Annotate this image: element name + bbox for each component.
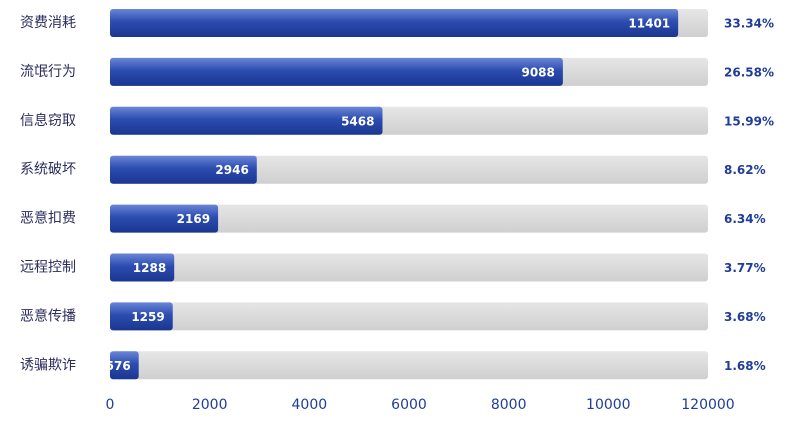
x-tick-label: 2000 (192, 397, 228, 413)
share-label: 3.77% (724, 261, 766, 275)
bar-track (110, 302, 708, 331)
x-tick-label: 4000 (292, 397, 328, 413)
value-label: 5468 (341, 114, 374, 128)
category-label: 诱骗欺诈 (20, 357, 76, 373)
value-label: 576 (106, 359, 131, 373)
bar-track (110, 204, 708, 233)
category-label: 系统破坏 (20, 162, 76, 178)
value-label: 1288 (133, 261, 166, 275)
bar (110, 204, 219, 233)
bar-track (110, 253, 708, 282)
category-label: 流氓行为 (20, 64, 76, 80)
category-label: 资费消耗 (20, 15, 76, 31)
share-label: 3.68% (724, 310, 766, 324)
category-label: 信息窃取 (20, 112, 76, 129)
bar (110, 57, 563, 86)
value-label: 1259 (131, 310, 164, 324)
x-tick-label: 120000 (681, 397, 734, 413)
bar (110, 351, 139, 380)
bar (110, 106, 383, 135)
category-label: 恶意传播 (20, 307, 76, 324)
value-label: 11401 (628, 17, 670, 31)
share-label: 26.58% (724, 65, 774, 79)
x-tick-label: 10000 (586, 397, 631, 413)
bar (110, 9, 679, 37)
share-label: 8.62% (724, 163, 766, 177)
bar-track (110, 351, 708, 380)
category-label: 恶意扣费 (20, 210, 76, 227)
share-label: 1.68% (724, 359, 766, 373)
bar (110, 302, 173, 331)
x-tick-label: 0 (106, 397, 115, 413)
value-label: 2169 (177, 212, 210, 226)
x-tick-label: 8000 (491, 397, 527, 413)
bar (110, 155, 257, 184)
category-label: 远程控制 (20, 260, 76, 276)
x-tick-label: 6000 (391, 397, 427, 413)
bar (110, 253, 175, 282)
share-label: 6.34% (724, 212, 766, 226)
value-label: 9088 (521, 65, 554, 79)
share-label: 33.34% (724, 17, 774, 31)
share-label: 15.99% (724, 114, 774, 128)
value-label: 2946 (215, 163, 248, 177)
bar-track (110, 155, 708, 184)
